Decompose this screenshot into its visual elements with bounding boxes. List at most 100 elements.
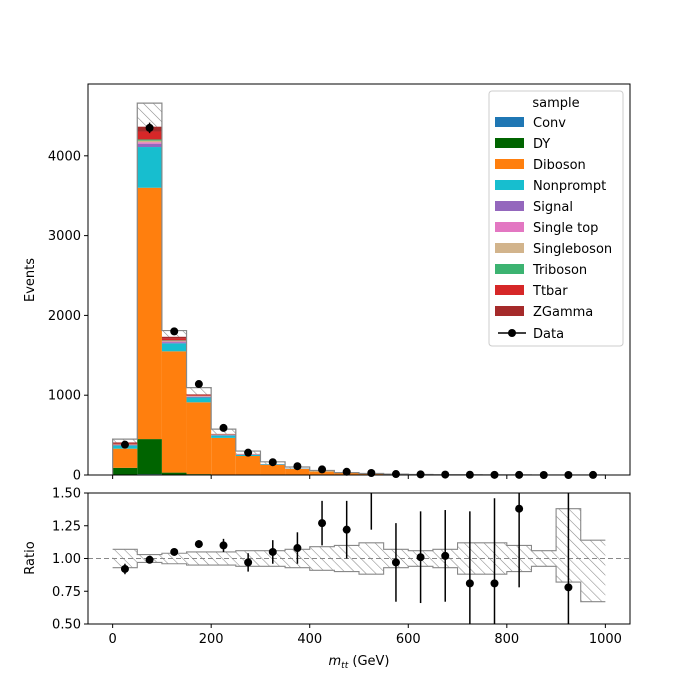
legend-label-diboson: Diboson bbox=[533, 158, 586, 173]
main-panel: 0 1000 2000 3000 4000 Events bbox=[23, 83, 631, 484]
ratio-ytick-label: 1.00 bbox=[52, 552, 81, 567]
ratio-point-13 bbox=[441, 551, 450, 560]
bar-nonprompt-3 bbox=[186, 397, 212, 403]
bar-triboson-1 bbox=[137, 139, 162, 141]
ratio-point-15 bbox=[490, 579, 499, 588]
ratio-point-5 bbox=[244, 558, 253, 567]
legend-swatch-singleboson bbox=[495, 243, 524, 253]
ratio-band-upper-edge bbox=[112, 508, 606, 556]
legend-label-dy: DY bbox=[533, 137, 550, 152]
legend: sample Conv DY Diboson Nonprompt Signal Singl… bbox=[488, 90, 624, 347]
bar-dy-1 bbox=[137, 439, 162, 475]
ratio-panel: 0.50 0.75 1.00 1.25 1.50 0 200 400 600 800 1000 R… bbox=[23, 487, 631, 671]
bar-ttbar-2 bbox=[161, 338, 187, 341]
bar-diboson-4 bbox=[211, 437, 236, 475]
ratio-point-7 bbox=[293, 544, 302, 553]
ratio-xtick-label: 0 bbox=[108, 632, 116, 647]
ratio-point-4 bbox=[219, 541, 228, 550]
main-ytick-label: 0 bbox=[73, 469, 81, 484]
ratio-xtick-label: 400 bbox=[297, 632, 322, 647]
ratio-xtick-label: 800 bbox=[494, 632, 519, 647]
ratio-y-axis-label: Ratio bbox=[23, 541, 38, 574]
ratio-band-bin-19 bbox=[580, 540, 606, 602]
bar-signal-1 bbox=[137, 143, 162, 148]
legend-label-triboson: Triboson bbox=[532, 263, 587, 278]
bar-dy-3 bbox=[186, 474, 212, 475]
ratio-point-14 bbox=[465, 579, 474, 588]
main-ytick-label: 2000 bbox=[48, 309, 81, 324]
bar-nonprompt-2 bbox=[161, 343, 187, 352]
x-axis-label-main: m bbox=[329, 654, 342, 669]
bar-single-top-1 bbox=[137, 142, 162, 144]
bar-zgamma-3 bbox=[186, 394, 212, 396]
ratio-band-bin-3 bbox=[186, 551, 212, 566]
bar-ttbar-3 bbox=[186, 395, 212, 396]
ratio-point-1 bbox=[145, 555, 154, 564]
data-point-8 bbox=[318, 465, 327, 474]
main-ytick-label: 4000 bbox=[48, 149, 81, 164]
uncertainty-bin-3 bbox=[186, 387, 212, 395]
legend-swatch-triboson bbox=[495, 264, 524, 274]
data-point-7 bbox=[293, 462, 302, 471]
legend-label-data: Data bbox=[533, 327, 564, 342]
data-point-5 bbox=[244, 448, 253, 457]
bar-single-top-2 bbox=[161, 341, 187, 343]
bar-dy-2 bbox=[161, 472, 187, 475]
main-x-ticks bbox=[112, 475, 606, 479]
bar-dy-0 bbox=[112, 467, 138, 475]
ratio-x-ticks: 0 200 400 600 800 1000 bbox=[108, 624, 622, 647]
ratio-point-17 bbox=[564, 583, 573, 592]
ratio-uncertainty-band bbox=[112, 508, 606, 603]
bar-zgamma-2 bbox=[161, 336, 187, 339]
data-point-6 bbox=[268, 458, 277, 467]
legend-label-conv: Conv bbox=[533, 116, 566, 131]
bar-diboson-6 bbox=[260, 464, 286, 475]
bar-nonprompt-4 bbox=[211, 435, 236, 438]
data-point-1 bbox=[145, 123, 154, 132]
legend-label-signal: Signal bbox=[533, 200, 573, 215]
bar-signal-3 bbox=[186, 396, 212, 398]
ratio-point-8 bbox=[318, 519, 327, 528]
legend-label-zgamma: ZGamma bbox=[533, 305, 593, 320]
legend-swatch-zgamma bbox=[495, 306, 524, 316]
legend-label-ttbar: Ttbar bbox=[532, 284, 568, 299]
ratio-point-6 bbox=[268, 547, 277, 556]
ratio-ytick-label: 1.25 bbox=[52, 519, 81, 534]
main-y-axis-label: Events bbox=[23, 258, 38, 302]
data-point-12 bbox=[416, 470, 425, 479]
ratio-ytick-label: 0.50 bbox=[52, 618, 81, 633]
ratio-band-bin-17 bbox=[531, 550, 557, 567]
data-point-0 bbox=[120, 440, 129, 449]
ratio-y-ticks: 0.50 0.75 1.00 1.25 1.50 bbox=[52, 487, 88, 633]
uncertainty-bin-1 bbox=[137, 103, 162, 127]
data-point-2 bbox=[170, 327, 179, 336]
ratio-point-0 bbox=[120, 564, 129, 573]
legend-frame bbox=[488, 90, 624, 347]
stacked-bars bbox=[112, 126, 606, 475]
bar-diboson-7 bbox=[285, 468, 310, 475]
ratio-point-11 bbox=[391, 558, 400, 567]
legend-label-single-top: Single top bbox=[533, 221, 598, 236]
ratio-band-bin-4 bbox=[211, 551, 236, 566]
bar-diboson-0 bbox=[112, 448, 138, 468]
main-ytick-label: 3000 bbox=[48, 229, 81, 244]
ratio-point-3 bbox=[194, 540, 203, 549]
ratio-point-2 bbox=[170, 547, 179, 556]
bar-singleboson-2 bbox=[161, 340, 187, 342]
ratio-point-16 bbox=[515, 504, 524, 513]
x-axis-label-sub: tt bbox=[341, 661, 349, 671]
legend-swatch-ttbar bbox=[495, 285, 524, 295]
x-axis-label-unit: (GeV) bbox=[348, 654, 389, 669]
bar-diboson-5 bbox=[235, 456, 261, 475]
legend-swatch-diboson bbox=[495, 159, 524, 169]
bar-ttbar-1 bbox=[137, 131, 162, 140]
legend-items: Conv DY Diboson Nonprompt Signal Single top Si… bbox=[495, 116, 612, 320]
bar-singleboson-1 bbox=[137, 140, 162, 143]
ratio-xtick-label: 200 bbox=[199, 632, 224, 647]
data-point-4 bbox=[219, 423, 228, 432]
ratio-ytick-label: 1.50 bbox=[52, 487, 81, 502]
ratio-band-bin-2 bbox=[161, 553, 187, 564]
legend-item-data: Data bbox=[498, 327, 564, 342]
data-point-11 bbox=[391, 470, 400, 479]
